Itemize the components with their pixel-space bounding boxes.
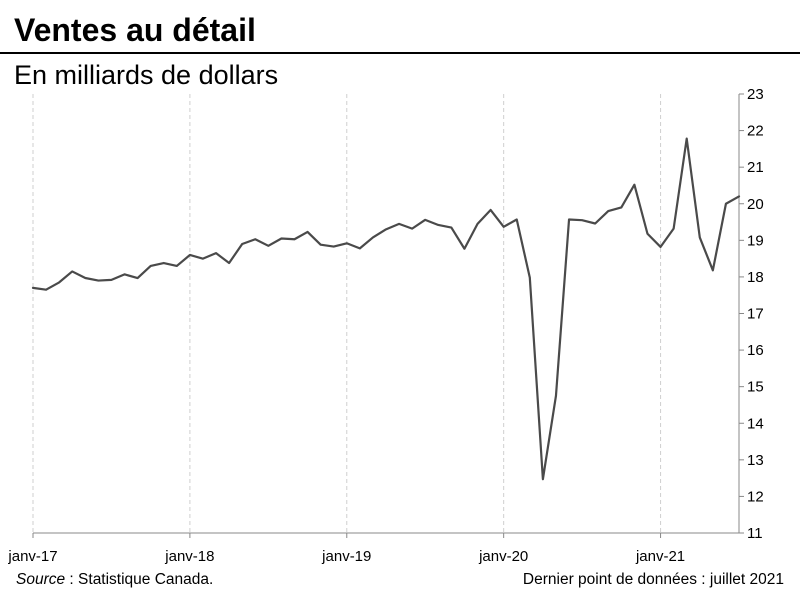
source-note: Source : Statistique Canada. — [16, 570, 213, 590]
y-tick-label-12: 12 — [747, 488, 764, 505]
x-tick-label-janv-18: janv-18 — [164, 548, 214, 565]
x-tick-label-janv-19: janv-19 — [321, 548, 371, 565]
source-label: Source — [16, 571, 66, 588]
source-text: : Statistique Canada. — [65, 571, 214, 588]
y-tick-label-15: 15 — [747, 379, 764, 396]
y-tick-label-19: 19 — [747, 232, 764, 249]
y-tick-label-13: 13 — [747, 452, 764, 469]
y-tick-label-22: 22 — [747, 123, 764, 140]
y-tick-label-11: 11 — [747, 525, 763, 542]
x-tick-label-janv-20: janv-20 — [478, 548, 528, 565]
y-tick-label-23: 23 — [747, 86, 764, 103]
title-divider — [0, 52, 800, 54]
retail-sales-line — [31, 137, 741, 481]
x-tick-label-janv-17: janv-17 — [7, 548, 57, 565]
y-tick-label-18: 18 — [747, 269, 764, 286]
y-tick-label-20: 20 — [747, 196, 764, 213]
y-tick-label-21: 21 — [747, 159, 764, 176]
page-title: Ventes au détail — [14, 12, 256, 48]
x-tick-label-janv-21: janv-21 — [635, 548, 685, 565]
y-tick-label-17: 17 — [747, 306, 764, 323]
y-tick-label-16: 16 — [747, 342, 764, 359]
last-data-point-note: Dernier point de données : juillet 2021 — [522, 571, 784, 588]
y-tick-label-14: 14 — [747, 415, 764, 432]
page-subtitle: En milliards de dollars — [14, 60, 279, 90]
